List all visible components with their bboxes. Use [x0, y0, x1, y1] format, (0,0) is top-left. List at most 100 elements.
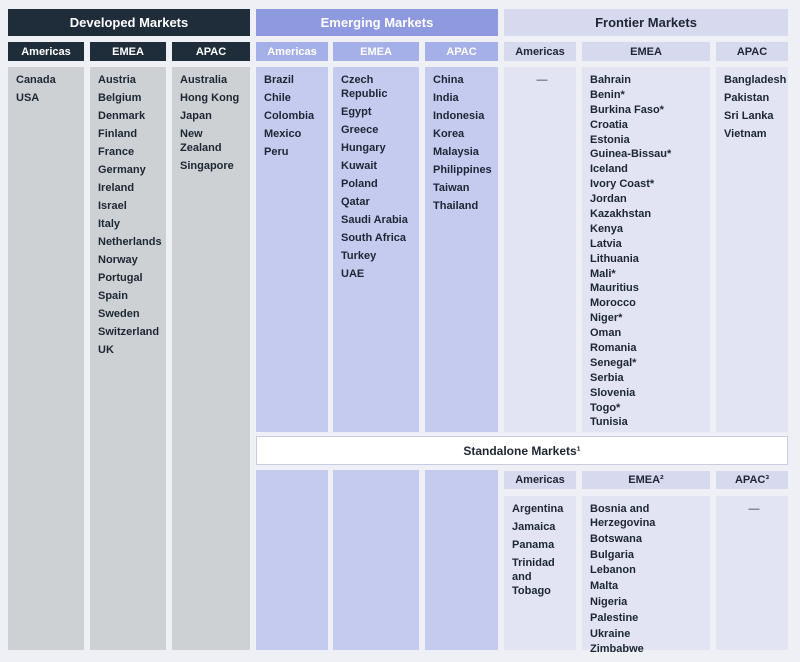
market-name: Brazil — [264, 74, 294, 86]
market-name: Guinea-Bissau* — [590, 148, 672, 161]
market-name: Vietnam — [724, 128, 767, 140]
market-name: Oman — [590, 327, 622, 340]
region-header: APAC³ — [716, 471, 788, 489]
market-column: Brazil Chile Colombia Mexico Peru — [256, 67, 328, 432]
market-name: Mexico — [264, 128, 302, 140]
region-header: EMEA — [582, 42, 710, 61]
market-column: Bangladesh Pakistan Sri Lanka Vietnam — [716, 67, 788, 432]
market-name: Bulgaria — [590, 548, 635, 561]
market-name: Austria — [98, 74, 136, 86]
market-name: Lithuania — [590, 252, 639, 265]
market-name: Greece — [341, 124, 379, 136]
market-name: Kazakhstan — [590, 208, 652, 221]
market-name: Chile — [264, 92, 291, 104]
market-name: Benin* — [590, 88, 625, 101]
region-header: Americas — [8, 42, 84, 61]
group-header: Emerging Markets — [256, 9, 498, 36]
market-name: Australia — [180, 74, 228, 86]
standalone-header: Standalone Markets¹ — [256, 436, 788, 465]
region-header: APAC — [425, 42, 498, 61]
market-name: Egypt — [341, 106, 372, 118]
market-column: — — [504, 67, 576, 432]
market-name: Botswana — [590, 532, 642, 545]
market-name: India — [433, 92, 459, 104]
market-name: — — [748, 503, 760, 515]
group-header: Frontier Markets — [504, 9, 788, 36]
market-name: Bosnia and Herzegovina — [590, 503, 656, 529]
market-name: Jordan — [590, 193, 627, 206]
market-name: Zimbabwe — [590, 643, 644, 656]
market-name: Peru — [264, 146, 289, 158]
market-name: Singapore — [180, 160, 234, 172]
market-name: Serbia — [590, 371, 624, 384]
market-name: Morocco — [590, 297, 636, 310]
market-name: Bahrain — [590, 74, 631, 86]
market-name: Germany — [98, 164, 146, 176]
market-name: Ukraine — [590, 627, 631, 640]
market-column: Austria Belgium Denmark Finland France German… — [90, 67, 166, 650]
region-header: Americas — [504, 471, 576, 489]
market-name: Niger* — [590, 312, 623, 325]
market-name: Mali* — [590, 267, 616, 280]
market-name: Qatar — [341, 196, 370, 208]
market-name: Tunisia — [590, 416, 628, 429]
market-name: Hong Kong — [180, 92, 240, 104]
market-name: Nigeria — [590, 595, 628, 608]
market-column: Bahrain Benin* Burkina Faso* Croatia Estonia… — [582, 67, 710, 432]
market-name: Lebanon — [590, 564, 636, 577]
market-name: Togo* — [590, 401, 621, 414]
region-header: Americas — [504, 42, 576, 61]
panel — [425, 470, 498, 650]
market-name: Czech Republic — [341, 74, 388, 100]
market-name: Spain — [98, 290, 128, 302]
market-name: Sri Lanka — [724, 110, 774, 122]
market-name: Finland — [98, 128, 138, 140]
market-name: Denmark — [98, 110, 146, 122]
market-name: Slovenia — [590, 386, 636, 399]
market-name: Korea — [433, 128, 465, 140]
market-column: Argentina Jamaica Panama Trinidad and Tobag… — [504, 496, 576, 650]
market-name: Estonia — [590, 133, 630, 146]
market-name: Portugal — [98, 272, 143, 284]
market-name: Kuwait — [341, 160, 378, 172]
market-name: Jamaica — [512, 521, 556, 533]
market-name: UAE — [341, 268, 365, 280]
market-name: Senegal* — [590, 356, 637, 369]
market-column: Australia Hong Kong Japan New Zealand Singap… — [172, 67, 250, 650]
region-header: Americas — [256, 42, 328, 61]
market-name: Kenya — [590, 222, 624, 235]
market-column: Czech Republic Egypt Greece Hungary Kuwait Po… — [333, 67, 419, 432]
market-name: Italy — [98, 218, 121, 230]
market-name: Turkey — [341, 250, 377, 262]
market-column: Canada USA — [8, 67, 84, 650]
market-name: — — [536, 74, 548, 86]
market-name: Pakistan — [724, 92, 770, 104]
region-header: EMEA² — [582, 471, 710, 489]
region-header: APAC — [172, 42, 250, 61]
market-name: Taiwan — [433, 182, 470, 194]
market-column: — — [716, 496, 788, 650]
market-name: Switzerland — [98, 326, 160, 338]
market-name: Mauritius — [590, 282, 639, 295]
market-name: UK — [98, 344, 114, 356]
market-name: Thailand — [433, 200, 479, 212]
market-name: South Africa — [341, 232, 406, 244]
market-name: Bangladesh — [724, 74, 787, 86]
market-name: Japan — [180, 110, 212, 122]
market-name: China — [433, 74, 464, 86]
market-name: Malta — [590, 580, 619, 593]
panel — [256, 470, 328, 650]
market-name: France — [98, 146, 135, 158]
market-name: Indonesia — [433, 110, 485, 122]
market-name: Croatia — [590, 118, 628, 131]
market-name: Canada — [16, 74, 56, 86]
market-name: Panama — [512, 539, 555, 551]
market-name: Sweden — [98, 308, 140, 320]
market-name: USA — [16, 92, 40, 104]
market-column: Bosnia and Herzegovina Botswana Bulgaria Le… — [582, 496, 710, 655]
market-name: Philippines — [433, 164, 492, 176]
market-name: Latvia — [590, 237, 622, 250]
market-name: Ivory Coast* — [590, 178, 655, 191]
market-name: Ireland — [98, 182, 135, 194]
